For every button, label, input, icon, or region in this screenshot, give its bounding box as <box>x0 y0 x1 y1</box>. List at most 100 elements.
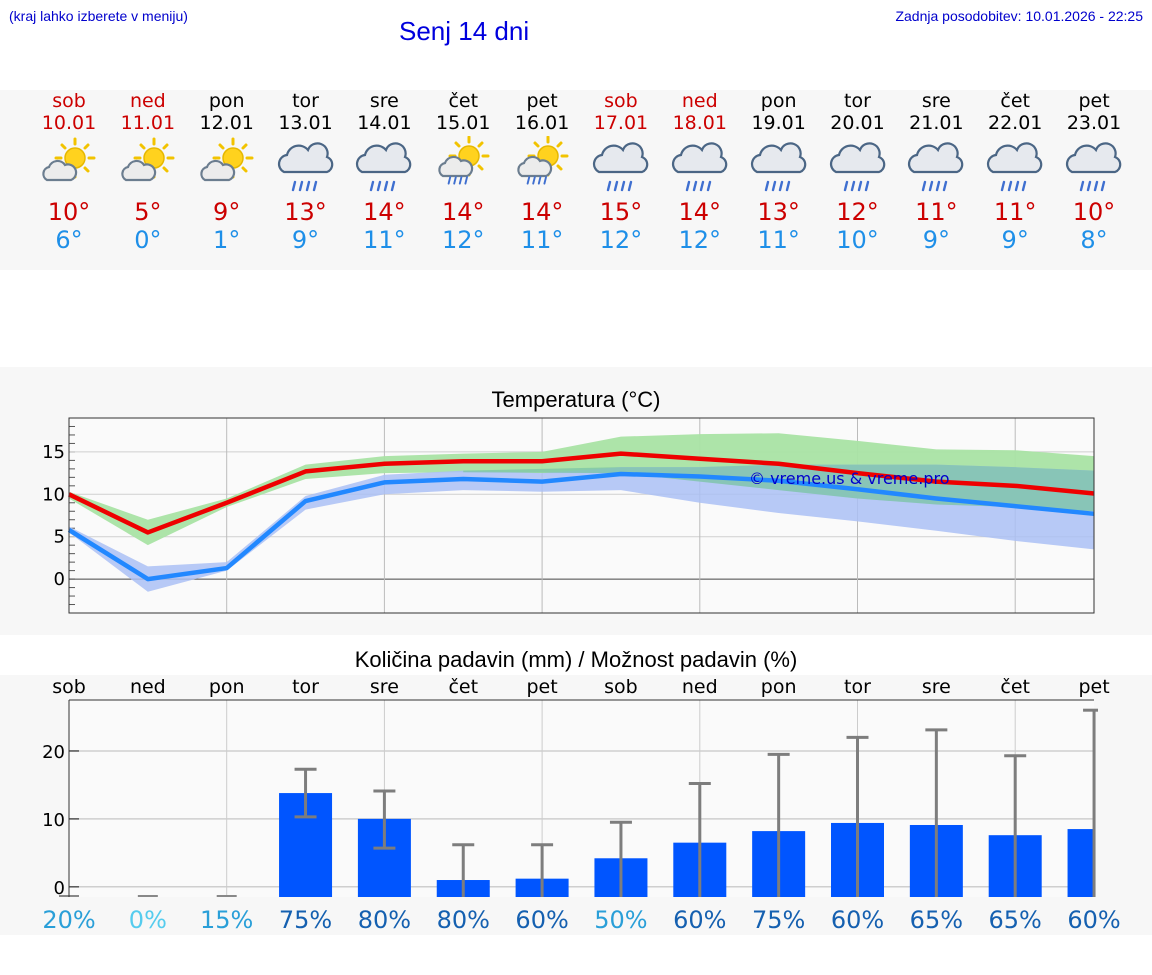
x-category-label: tor <box>292 676 319 698</box>
precipitation-probability: 60% <box>1067 906 1120 934</box>
precipitation-probability: 20% <box>42 906 95 934</box>
rain-cloud-icon <box>267 136 345 196</box>
forecast-day: sob 17.01 15° 12° <box>582 90 660 254</box>
sun-rain-icon <box>503 135 581 196</box>
min-temperature: 9° <box>291 226 320 254</box>
precipitation-probability: 80% <box>437 906 490 934</box>
min-temperature: 1° <box>213 226 241 254</box>
x-category-label: ned <box>130 676 166 698</box>
day-date: 19.01 <box>751 112 806 134</box>
forecast-day: pon 12.01 9° 1° <box>188 90 266 254</box>
day-date: 11.01 <box>120 112 176 134</box>
day-date: 17.01 <box>593 112 649 134</box>
precipitation-probability: 60% <box>673 906 726 934</box>
day-name: pon <box>760 90 797 112</box>
x-category-label: čet <box>1000 676 1030 698</box>
max-temperature: 10° <box>47 198 91 226</box>
forecast-day: tor 20.01 12° 10° <box>819 90 897 254</box>
forecast-day: pet 16.01 14° 11° <box>503 90 581 254</box>
precipitation-chart-title: Količina padavin (mm) / Možnost padavin … <box>354 647 798 672</box>
sun-cloud-icon <box>30 136 108 196</box>
day-date: 10.01 <box>41 112 97 134</box>
forecast-day: sre 21.01 11° 9° <box>897 90 975 254</box>
day-name: pon <box>208 90 245 112</box>
day-name: sob <box>604 90 638 112</box>
y-tick-label: 10 <box>42 484 65 505</box>
precipitation-probability: 75% <box>279 906 332 934</box>
x-category-label: sob <box>604 676 638 698</box>
temperature-chart-title: Temperatura (°C) <box>491 387 661 412</box>
forecast-day: sob 10.01 10° 6° <box>30 90 108 254</box>
rain-cloud-icon <box>740 136 818 196</box>
day-date: 21.01 <box>909 112 964 134</box>
max-temp-range-band <box>69 433 1094 546</box>
forecast-day: pon 19.01 13° 11° <box>740 90 818 254</box>
min-temperature: 12° <box>599 226 643 254</box>
forecast-day: ned 11.01 5° 0° <box>109 90 187 254</box>
rain-cloud-icon <box>661 136 739 196</box>
precipitation-probability: 15% <box>200 906 253 934</box>
day-name: ned <box>129 90 166 112</box>
sun-rain-icon <box>424 135 502 196</box>
last-updated: Zadnja posodobitev: 10.01.2026 - 22:25 <box>895 8 1143 24</box>
max-temperature: 13° <box>284 198 327 226</box>
x-category-label: sre <box>922 676 951 698</box>
day-name: tor <box>844 90 871 112</box>
day-name: pet <box>526 90 558 112</box>
x-category-label: ned <box>682 676 718 698</box>
min-temperature: 11° <box>363 226 406 254</box>
max-temperature: 14° <box>678 198 722 226</box>
min-temperature: 11° <box>520 226 564 254</box>
rain-cloud-icon <box>582 136 660 196</box>
rain-cloud-icon <box>897 136 975 196</box>
forecast-day: čet 15.01 14° 12° <box>424 90 502 254</box>
forecast-day: ned 18.01 14° 12° <box>661 90 739 254</box>
max-temperature: 12° <box>836 198 879 226</box>
precipitation-probability: 50% <box>594 906 647 934</box>
x-category-label: tor <box>844 676 871 698</box>
day-name: čet <box>1000 90 1030 112</box>
max-temperature: 14° <box>441 198 485 226</box>
max-temperature: 15° <box>599 198 643 226</box>
max-temperature: 10° <box>1072 198 1116 226</box>
precipitation-probability: 60% <box>831 906 884 934</box>
x-category-label: pet <box>526 676 557 698</box>
precipitation-probability: 75% <box>752 906 805 934</box>
day-date: 23.01 <box>1066 112 1122 134</box>
rain-cloud-icon <box>976 136 1054 196</box>
y-tick-label: 5 <box>54 527 65 548</box>
day-date: 18.01 <box>672 112 727 134</box>
precipitation-probability: 80% <box>358 906 411 934</box>
precipitation-probability: 60% <box>515 906 568 934</box>
y-tick-label: 15 <box>42 442 65 463</box>
rain-cloud-icon <box>345 136 423 196</box>
x-category-label: čet <box>448 676 478 698</box>
min-temperature: 12° <box>678 226 722 254</box>
day-date: 22.01 <box>987 112 1043 134</box>
min-temperature: 12° <box>441 226 485 254</box>
min-temperature: 8° <box>1080 226 1108 254</box>
sun-cloud-icon <box>109 136 187 196</box>
max-temperature: 5° <box>134 198 162 226</box>
forecast-day: čet 22.01 11° 9° <box>976 90 1054 254</box>
x-category-label: sob <box>52 676 86 698</box>
day-name: čet <box>448 90 479 112</box>
day-date: 14.01 <box>357 112 412 134</box>
max-temperature: 11° <box>993 198 1037 226</box>
day-date: 13.01 <box>278 112 333 134</box>
x-category-label: sre <box>370 676 399 698</box>
day-name: sob <box>52 90 86 112</box>
max-temperature: 14° <box>520 198 564 226</box>
location-hint: (kraj lahko izberete v meniju) <box>9 8 188 24</box>
y-tick-label: 20 <box>42 742 65 763</box>
x-category-label: pon <box>761 676 797 698</box>
min-temperature: 11° <box>757 226 800 254</box>
forecast-day: pet 23.01 10° 8° <box>1055 90 1133 254</box>
forecast-day: sre 14.01 14° 11° <box>345 90 423 254</box>
page-title: Senj 14 dni <box>399 16 530 46</box>
y-tick-label: 0 <box>54 878 65 899</box>
precipitation-bar <box>1067 829 1094 897</box>
sun-cloud-icon <box>188 136 266 196</box>
rain-cloud-icon <box>1055 136 1133 196</box>
max-temperature: 9° <box>213 198 241 226</box>
